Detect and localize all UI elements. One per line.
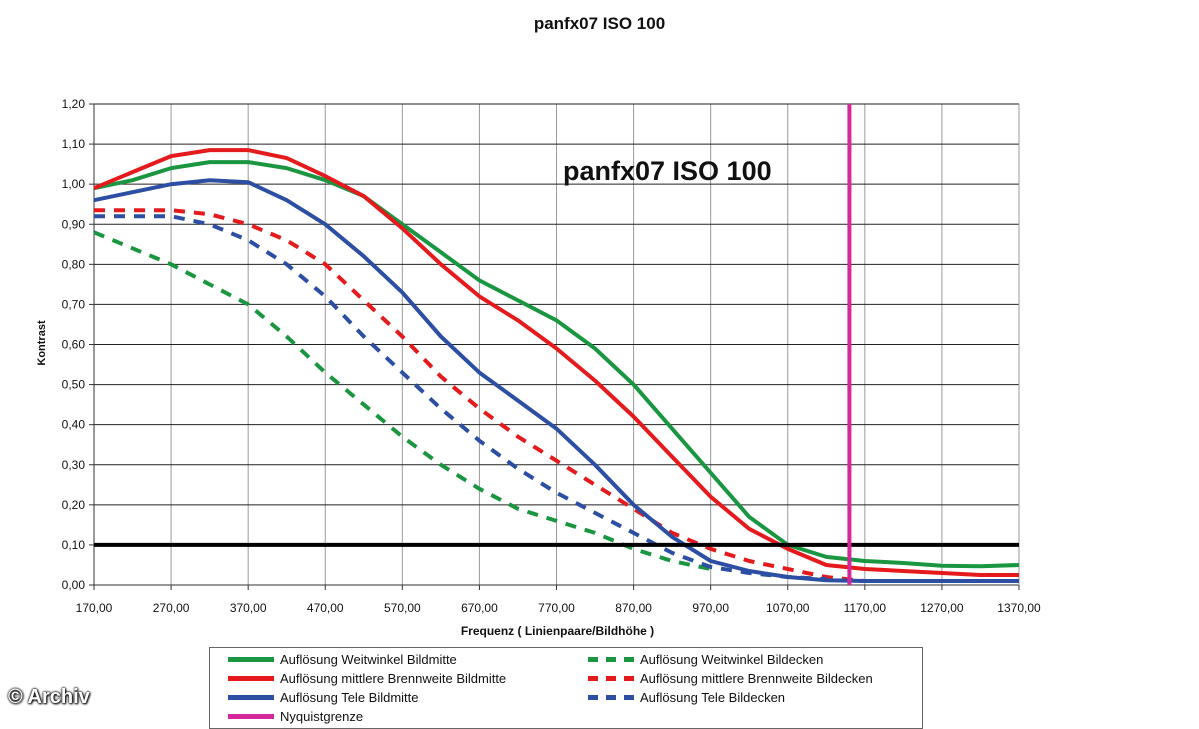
y-tick-label: 0,30 <box>62 458 86 472</box>
legend-item: Auflösung mittlere Brennweite Bildecken <box>588 669 873 687</box>
legend-item: Auflösung Weitwinkel Bildmitte <box>228 650 457 668</box>
chart-legend: Auflösung Weitwinkel Bildmitte Auflösung … <box>209 647 923 729</box>
x-tick-label: 170,00 <box>76 601 113 615</box>
legend-item: Nyquistgrenze <box>228 707 363 725</box>
x-tick-label: 770,00 <box>538 601 575 615</box>
legend-label: Auflösung Tele Bildmitte <box>280 689 419 705</box>
series-line <box>93 178 1019 583</box>
legend-label: Auflösung Tele Bildecken <box>640 689 786 705</box>
legend-swatch <box>228 675 274 681</box>
legend-label: Nyquistgrenze <box>280 708 364 724</box>
legend-swatch <box>588 656 634 662</box>
x-tick-label: 870,00 <box>615 601 652 615</box>
x-axis-label: Frequenz ( Linienpaare/Bildhöhe ) <box>0 624 1115 638</box>
x-axis-label-text: Frequenz ( Linienpaare/Bildhöhe ) <box>460 624 655 638</box>
chart-title: panfx07 ISO 100 <box>533 14 666 33</box>
legend-label: Auflösung mittlere Brennweite Bildecken <box>640 670 873 686</box>
x-tick-label: 1070,00 <box>766 601 810 615</box>
y-tick-label: 1,10 <box>62 137 86 151</box>
series-line <box>94 214 827 581</box>
y-tick-label: 1,00 <box>62 177 86 191</box>
y-tick-label: 0,90 <box>62 217 86 231</box>
legend-item: Auflösung mittlere Brennweite Bildmitte <box>228 669 506 687</box>
legend-swatch <box>588 675 634 681</box>
series-line <box>93 230 712 571</box>
y-tick-label: 0,00 <box>62 578 86 592</box>
legend-item: Auflösung Tele Bildecken <box>588 688 785 706</box>
x-tick-label: 570,00 <box>384 601 421 615</box>
legend-label: Auflösung Weitwinkel Bildmitte <box>280 651 457 667</box>
y-tick-label: 0,50 <box>62 378 86 392</box>
x-tick-label: 1270,00 <box>920 601 964 615</box>
legend-swatch <box>228 656 274 662</box>
x-tick-label: 670,00 <box>461 601 498 615</box>
y-axis-label: Kontrast <box>36 320 48 366</box>
chart-inner-title: panfx07 ISO 100 <box>563 156 772 186</box>
x-tick-label: 1370,00 <box>997 601 1041 615</box>
x-tick-label: 370,00 <box>230 601 267 615</box>
y-tick-label: 0,10 <box>62 538 86 552</box>
y-tick-label: 0,80 <box>62 257 86 271</box>
legend-label: Auflösung mittlere Brennweite Bildmitte <box>280 670 507 686</box>
legend-swatch <box>228 694 274 700</box>
legend-swatch <box>228 713 274 719</box>
y-tick-label: 0,40 <box>62 418 86 432</box>
series-line <box>93 148 1019 577</box>
legend-item: Auflösung Weitwinkel Bildecken <box>588 650 823 668</box>
x-tick-label: 970,00 <box>692 601 729 615</box>
y-tick-label: 0,60 <box>62 338 86 352</box>
x-tick-label: 470,00 <box>307 601 344 615</box>
copyright-watermark: © Archiv <box>8 686 90 708</box>
legend-swatch <box>588 694 634 700</box>
y-tick-label: 0,70 <box>62 297 86 311</box>
y-tick-label: 0,20 <box>62 498 86 512</box>
x-tick-label: 1170,00 <box>844 601 887 615</box>
legend-label: Auflösung Weitwinkel Bildecken <box>640 651 824 667</box>
series-line <box>93 160 1020 569</box>
y-tick-label: 1,20 <box>62 97 86 111</box>
legend-item: Auflösung Tele Bildmitte <box>228 688 419 706</box>
x-tick-label: 270,00 <box>153 601 190 615</box>
series-line <box>94 208 866 583</box>
